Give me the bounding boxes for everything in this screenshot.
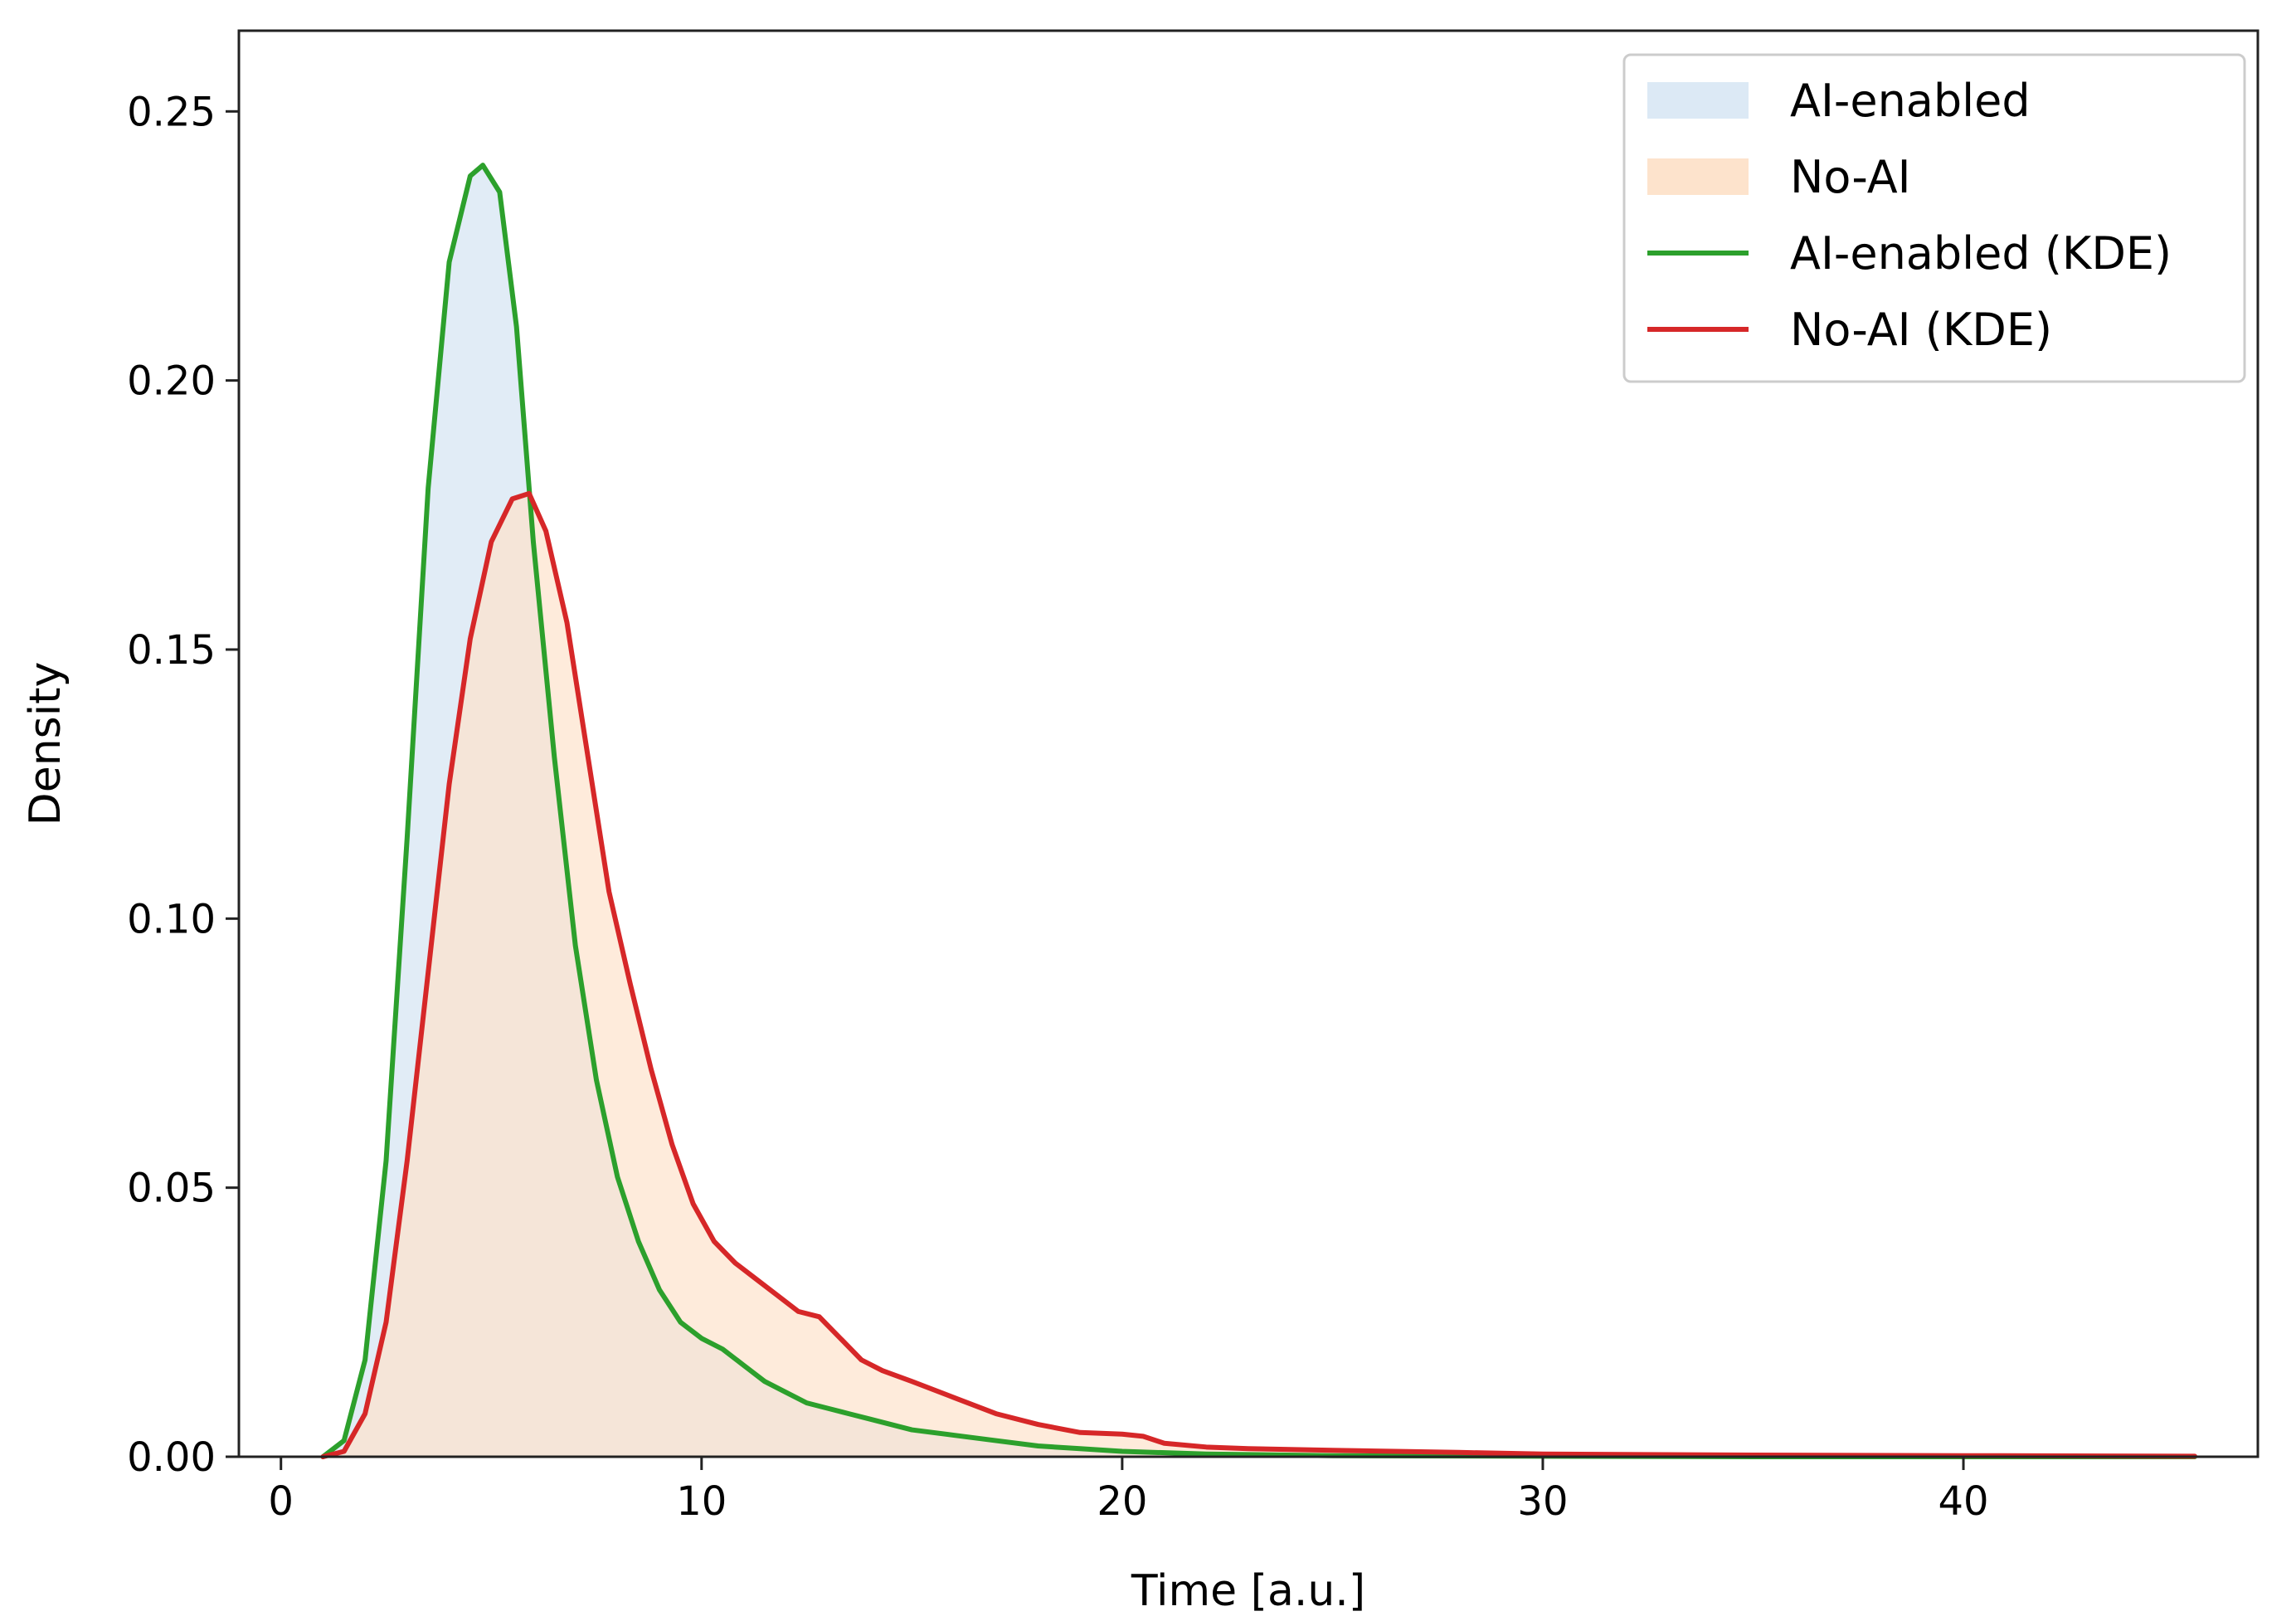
- series-line-no-ai-kde: [320, 490, 2197, 1459]
- legend-swatch-no-ai: [1647, 158, 1749, 195]
- legend-label-ai-enabled: AI-enabled: [1790, 75, 2031, 127]
- plot-frame: [237, 29, 2260, 1458]
- legend-swatch-ai-enabled: [1647, 82, 1749, 119]
- x-tick-label: 40: [1938, 1478, 1989, 1525]
- x-tick-label: 20: [1097, 1478, 1147, 1525]
- x-tick-label: 30: [1517, 1478, 1568, 1525]
- y-axis-label: Density: [21, 662, 71, 826]
- y-tick-label: 0.00: [127, 1434, 216, 1481]
- legend: AI-enabled No-AI AI-enabled (KDE) No-AI (KD…: [1622, 53, 2246, 383]
- legend-label-no-ai-kde: No-AI (KDE): [1790, 304, 2052, 356]
- y-tick-label: 0.20: [127, 358, 216, 405]
- y-tick-label: 0.10: [127, 896, 216, 942]
- legend-box: [1622, 53, 2246, 383]
- legend-label-ai-enabled-kde: AI-enabled (KDE): [1790, 227, 2172, 280]
- x-tick-label: 10: [676, 1478, 727, 1525]
- fill-no-ai-kde: [323, 493, 2195, 1457]
- y-axis-ticks: 0.00 0.05 0.10 0.15 0.20 0.25: [127, 89, 239, 1481]
- x-axis-ticks: 0 10 20 30 40: [268, 1457, 1989, 1525]
- x-axis-label: Time [a.u.]: [1131, 1566, 1365, 1616]
- series-line-ai-enabled-kde: [320, 163, 2197, 1459]
- y-tick-label: 0.05: [127, 1166, 216, 1212]
- kde-lines: [320, 163, 2197, 1459]
- legend-label-no-ai: No-AI: [1790, 151, 1911, 203]
- y-tick-label: 0.25: [127, 89, 216, 135]
- x-tick-label: 0: [268, 1478, 294, 1525]
- y-tick-label: 0.15: [127, 627, 216, 674]
